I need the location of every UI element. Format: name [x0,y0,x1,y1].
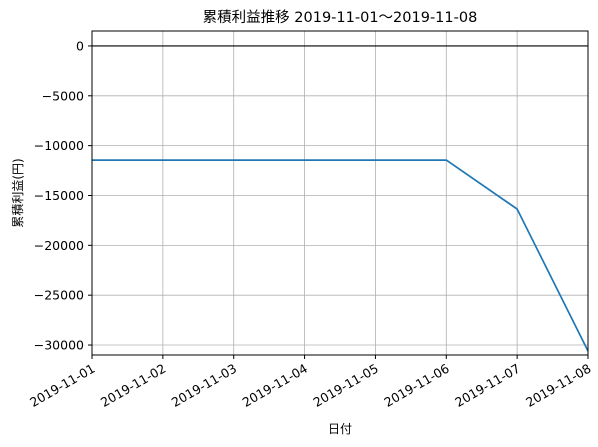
y-tick-label: 0 [76,38,84,53]
series-layer [92,160,588,351]
y-axis-ticks: 0 −5000 −10000 −15000 −20000 −25000 −30000 [34,38,92,352]
grid-lines [92,31,588,355]
x-tick-label: 2019-11-04 [240,361,310,410]
y-tick-label: −5000 [42,88,84,103]
x-tick-label: 2019-11-07 [452,361,522,410]
x-tick-label: 2019-11-01 [27,361,97,410]
plot-frame [92,31,588,355]
series-line [92,160,588,351]
x-axis-ticks: 2019-11-01 2019-11-02 2019-11-03 2019-11-04… [27,355,593,410]
y-tick-label: −20000 [34,238,84,253]
chart-title: 累積利益推移 2019-11-01～2019-11-08 [203,9,478,26]
y-axis-label: 累積利益(円) [10,158,25,227]
x-tick-label: 2019-11-02 [98,361,168,410]
x-tick-label: 2019-11-03 [169,361,239,410]
x-tick-label: 2019-11-05 [311,361,381,410]
x-tick-label: 2019-11-08 [523,361,593,410]
y-tick-label: −30000 [34,338,84,353]
y-tick-label: −25000 [34,288,84,303]
y-tick-label: −10000 [34,138,84,153]
x-tick-label: 2019-11-06 [381,361,451,410]
x-axis-label: 日付 [328,422,352,436]
y-tick-label: −15000 [34,188,84,203]
